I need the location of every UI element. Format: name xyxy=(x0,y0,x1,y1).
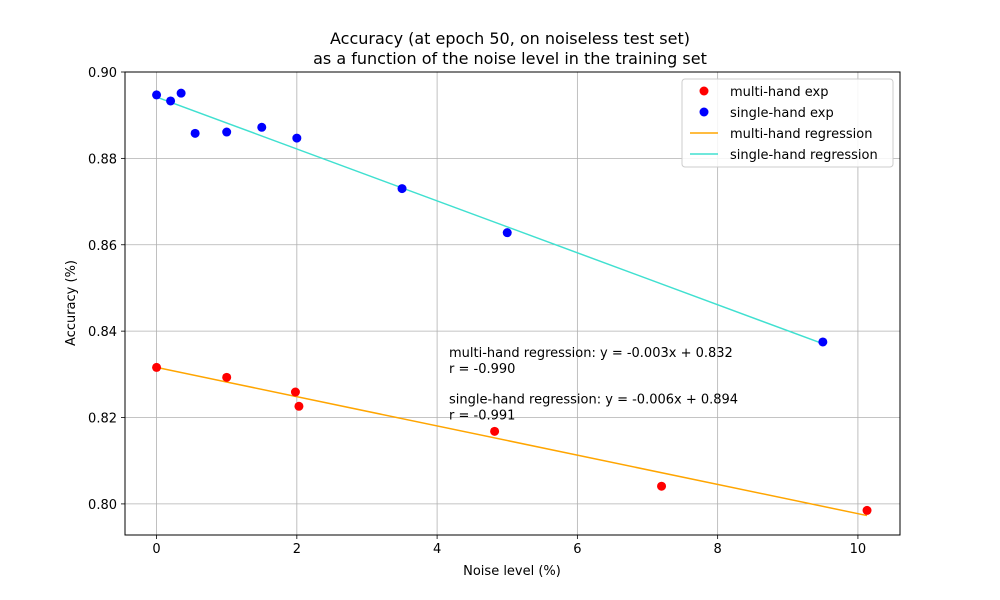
single-hand-exp-point xyxy=(502,228,512,238)
legend-label-multi-hand-exp: multi-hand exp xyxy=(730,85,828,100)
legend-label-single-hand-regression: single-hand regression xyxy=(730,148,878,163)
multi-hand-regression-line xyxy=(156,366,868,517)
x-tick-label: 10 xyxy=(850,542,867,557)
y-tick-label: 0.90 xyxy=(88,66,117,81)
single-hand-exp-point xyxy=(292,133,302,143)
single-hand-regression-line xyxy=(156,96,824,345)
y-tick-label: 0.82 xyxy=(88,412,117,427)
x-tick-label: 2 xyxy=(293,542,301,557)
x-tick-label: 8 xyxy=(714,542,722,557)
legend-box xyxy=(681,78,894,168)
single-hand-exp-point xyxy=(257,122,267,132)
legend: multi-hand exp single-hand exp multi-hand … xyxy=(681,78,894,168)
multi-hand-exp-point xyxy=(294,401,304,411)
annotation-text: single-hand regression: y = -0.006x + 0.… xyxy=(449,393,738,408)
chart-title-line-2: as a function of the noise level in the … xyxy=(313,49,707,68)
x-tick-label: 0 xyxy=(152,542,160,557)
plot-frame xyxy=(124,71,901,536)
single-hand-exp-point xyxy=(818,337,828,347)
y-tick-label: 0.84 xyxy=(88,325,117,340)
single-hand-exp-point xyxy=(222,127,232,137)
multi-hand-exp-point xyxy=(862,505,872,515)
x-tick-label: 4 xyxy=(433,542,441,557)
y-tick-label: 0.80 xyxy=(88,498,117,513)
annotation-text: r = -0.990 xyxy=(449,362,515,377)
single-hand-exp-point xyxy=(397,184,407,194)
y-tick-label: 0.86 xyxy=(88,239,117,254)
data-points xyxy=(152,88,872,515)
legend-swatch-single-hand-exp xyxy=(699,107,709,117)
annotations: multi-hand regression: y = -0.003x + 0.8… xyxy=(449,346,738,424)
axis-ticks: 0 2 4 6 8 10 0.80 0.82 0.84 0.86 0.88 0.90 xyxy=(88,66,866,557)
x-axis-label: Noise level (%) xyxy=(463,564,561,579)
multi-hand-exp-point xyxy=(657,481,667,491)
annotation-text: r = -0.991 xyxy=(449,409,515,424)
single-hand-exp-point xyxy=(166,96,176,106)
legend-label-single-hand-exp: single-hand exp xyxy=(730,106,834,121)
multi-hand-exp-point xyxy=(152,362,162,372)
single-hand-exp-point xyxy=(190,128,200,138)
annotation-text: multi-hand regression: y = -0.003x + 0.8… xyxy=(449,346,733,361)
multi-hand-exp-point xyxy=(222,372,232,382)
single-hand-exp-point xyxy=(176,88,186,98)
regression-lines xyxy=(156,96,868,517)
x-tick-label: 6 xyxy=(573,542,581,557)
legend-swatch-multi-hand-exp xyxy=(699,86,709,96)
chart-title-line-1: Accuracy (at epoch 50, on noiseless test… xyxy=(330,29,690,48)
single-hand-exp-point xyxy=(152,90,162,100)
y-tick-label: 0.88 xyxy=(88,152,117,167)
y-axis-label: Accuracy (%) xyxy=(64,260,79,346)
multi-hand-exp-point xyxy=(490,426,500,436)
multi-hand-exp-point xyxy=(290,387,300,397)
legend-label-multi-hand-regression: multi-hand regression xyxy=(730,127,872,142)
